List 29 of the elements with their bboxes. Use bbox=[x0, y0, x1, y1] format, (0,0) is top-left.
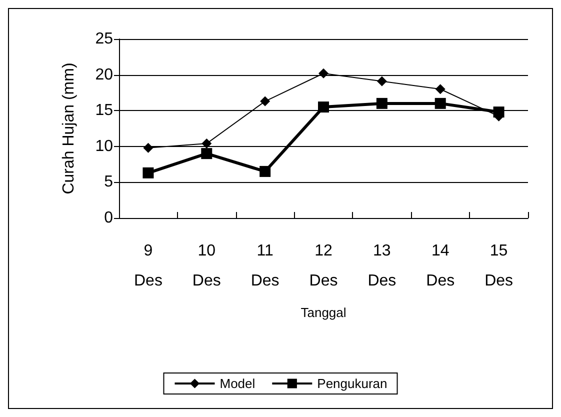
x-axis-title: Tanggal bbox=[300, 305, 346, 320]
point bbox=[202, 138, 212, 149]
point bbox=[260, 96, 270, 106]
y-tick-label: 15 bbox=[95, 102, 114, 120]
point bbox=[318, 68, 328, 78]
legend-label: Model bbox=[220, 376, 256, 391]
x-tick-label: 13 Des bbox=[368, 242, 396, 290]
point bbox=[434, 98, 446, 109]
point bbox=[318, 102, 329, 113]
x-tick-label: 12 Des bbox=[309, 242, 338, 290]
y-tick-label: 10 bbox=[95, 138, 114, 155]
point bbox=[142, 167, 154, 178]
y-tick-label: 0 bbox=[104, 210, 114, 226]
point bbox=[376, 76, 387, 86]
y-tick-label: 20 bbox=[95, 66, 114, 84]
x-tick-label: 9 Des bbox=[134, 242, 162, 290]
point bbox=[143, 142, 154, 153]
point bbox=[435, 84, 446, 94]
y-tick-label: 25 bbox=[95, 30, 114, 48]
legend-label: Pengukuran bbox=[317, 376, 388, 391]
y-axis-title: Curah Hujan (mm) bbox=[60, 62, 78, 194]
point bbox=[201, 148, 212, 160]
x-tick-label: 15 Des bbox=[484, 242, 514, 290]
x-tick-label: 10 Des bbox=[192, 242, 221, 290]
y-tick-label: 5 bbox=[104, 174, 114, 191]
x-tick-label: 14 Des bbox=[426, 242, 455, 290]
x-tick-label: 11 Des bbox=[250, 242, 280, 290]
point bbox=[260, 166, 271, 177]
point bbox=[376, 98, 388, 109]
